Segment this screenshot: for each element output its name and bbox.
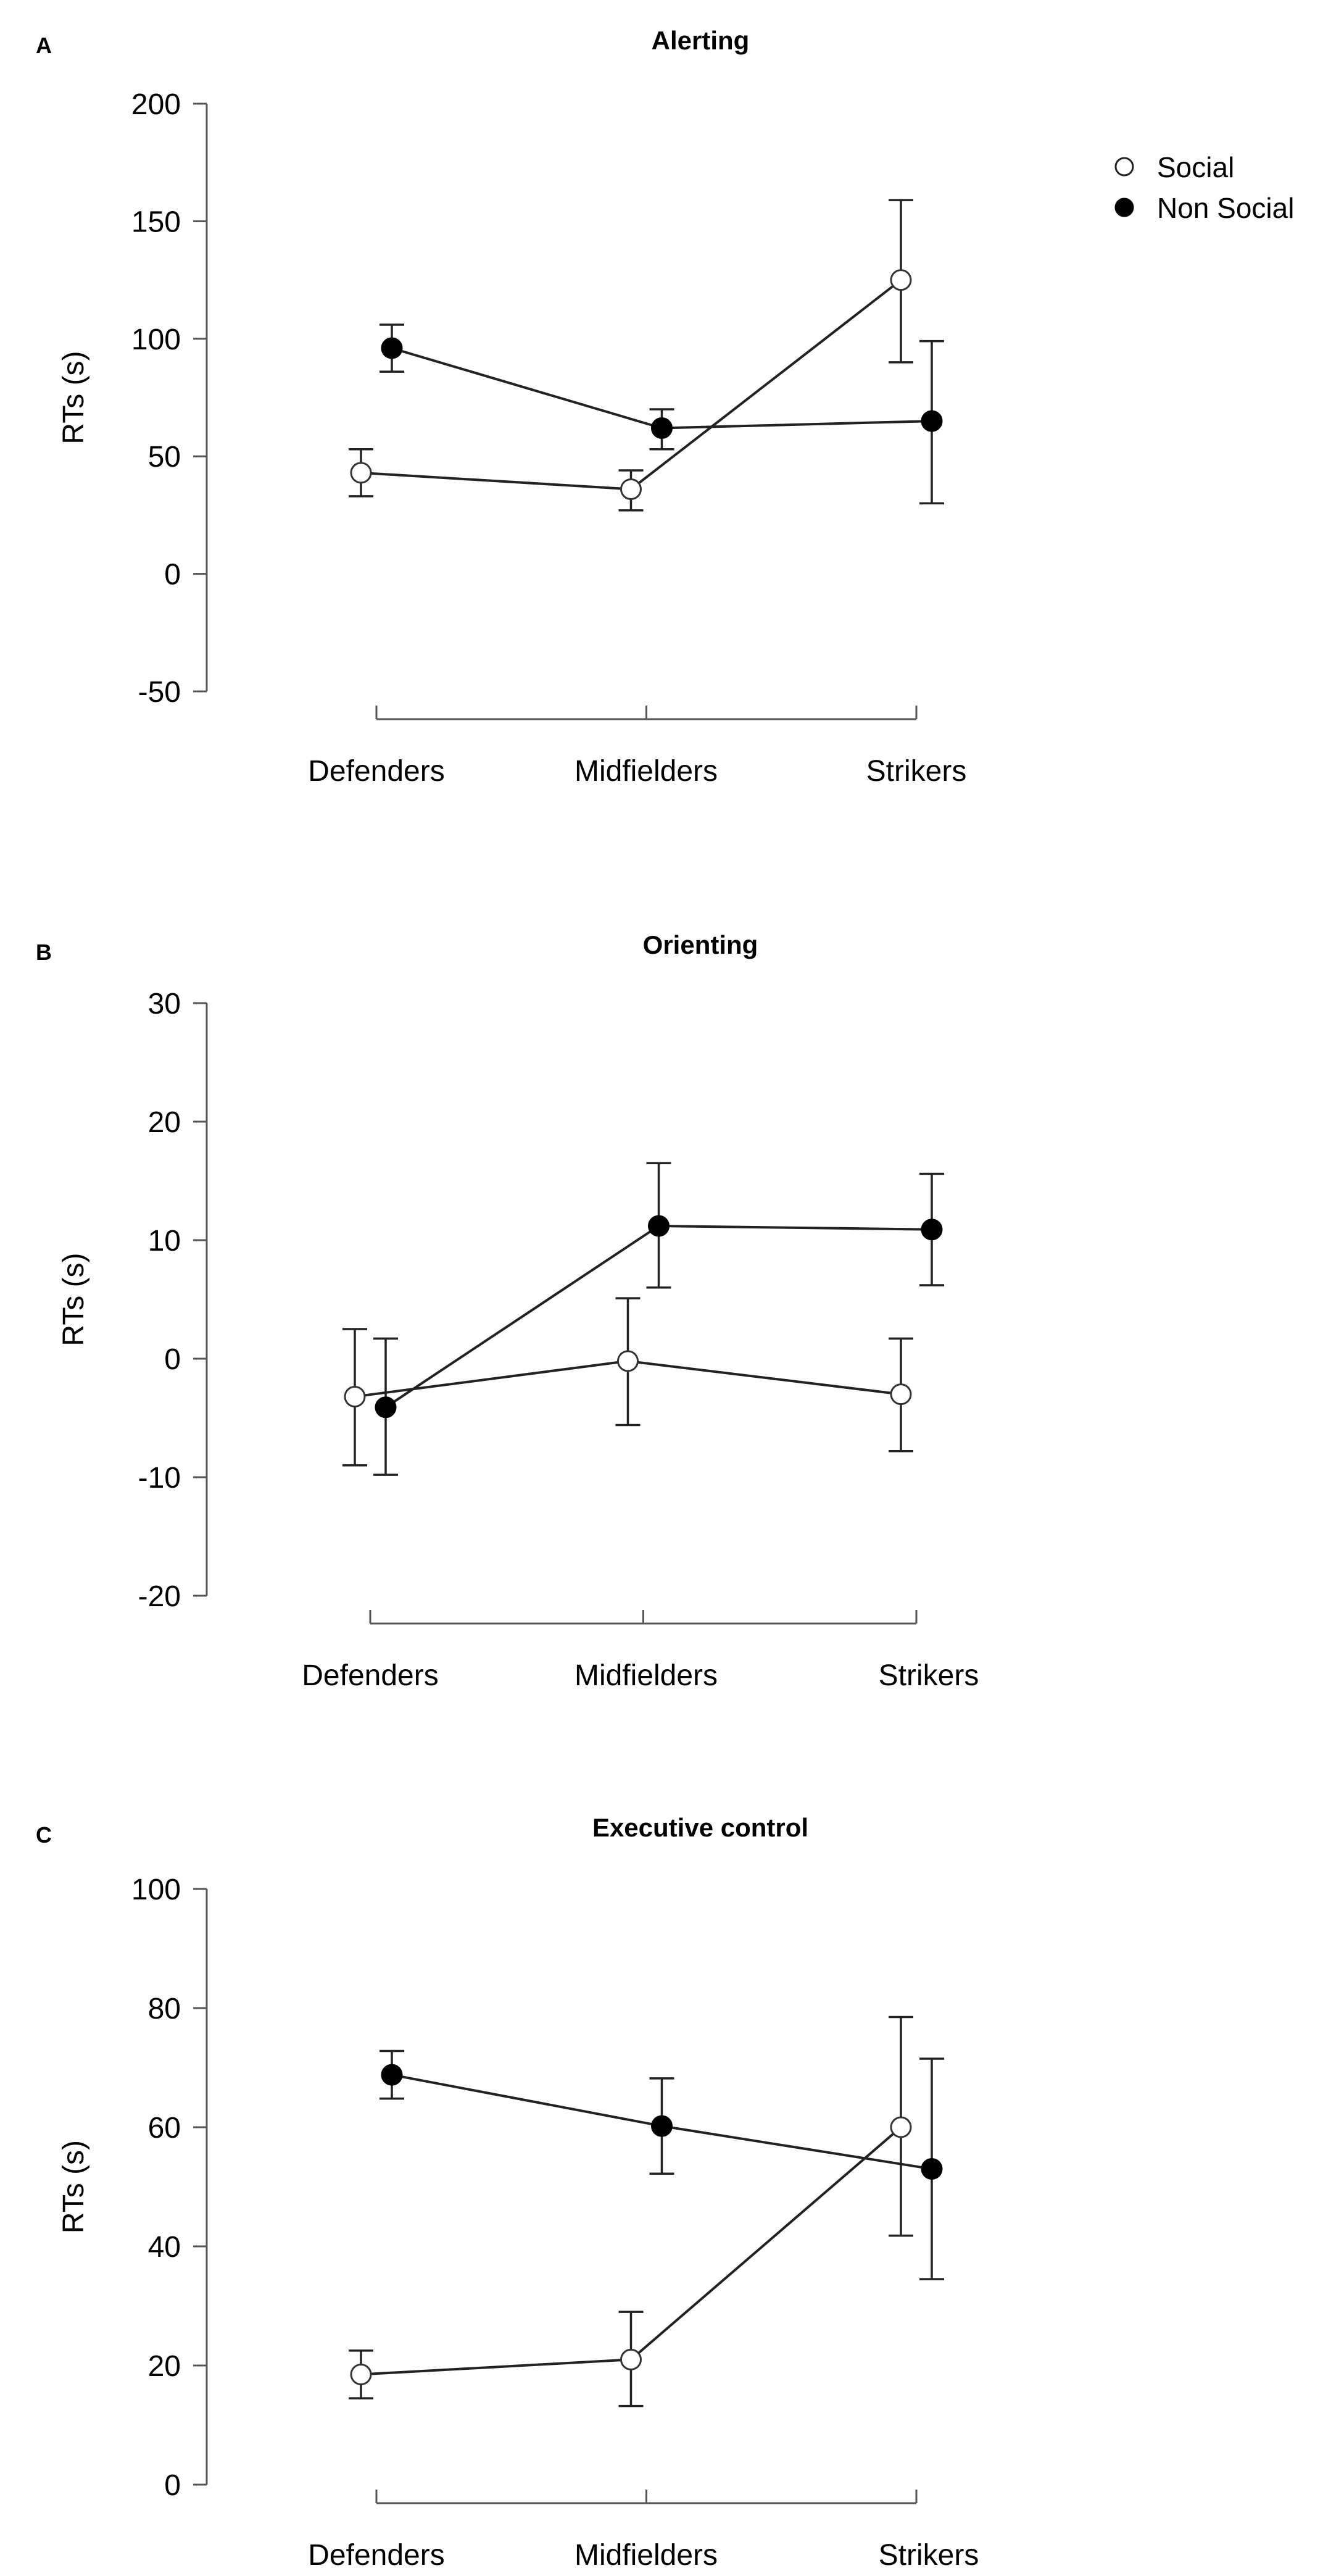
y-tick-label: 80 — [148, 1993, 181, 2025]
data-point — [921, 1219, 943, 1241]
panel-letter: A — [36, 33, 52, 58]
panel-c: C Executive control 0 20 40 60 80 100 RTs (s) Def… — [36, 1813, 979, 2572]
x-tick-label: Midfielders — [574, 2539, 718, 2572]
legend-social-marker — [1114, 157, 1134, 177]
legend: Social Non Social — [1114, 151, 1294, 224]
y-tick-label: 0 — [164, 559, 181, 591]
series-non-social — [379, 323, 944, 505]
data-point — [617, 1350, 639, 1372]
y-tick-label: 150 — [131, 206, 181, 238]
y-axis-label: RTs (s) — [57, 2140, 90, 2233]
y-tick-label: 0 — [164, 1343, 181, 1376]
x-tick-label: Strikers — [866, 755, 967, 788]
data-point — [381, 337, 403, 359]
x-tick-label: Strikers — [879, 2539, 979, 2572]
data-point — [350, 2363, 372, 2385]
series-non-social — [373, 1162, 944, 1476]
x-tick-label: Midfielders — [574, 1659, 718, 1692]
series-social — [342, 1297, 913, 1467]
data-point — [344, 1385, 366, 1407]
y-tick-label: 40 — [148, 2231, 181, 2264]
y-tick-label: 50 — [148, 441, 181, 473]
data-point — [375, 1396, 397, 1419]
data-point — [890, 269, 912, 291]
y-tick-label: -10 — [138, 1462, 181, 1494]
y-tick-label: 200 — [131, 88, 181, 121]
y-tick-label: 10 — [148, 1225, 181, 1257]
data-point — [620, 478, 642, 501]
x-tick-label: Defenders — [308, 2539, 444, 2572]
panel-title: Alerting — [652, 26, 750, 55]
series-non-social — [379, 2049, 944, 2280]
series-social — [349, 2015, 913, 2407]
panel-letter: C — [36, 1822, 52, 1848]
data-point — [651, 2115, 673, 2137]
panel-title: Executive control — [592, 1813, 808, 1842]
y-tick-label: -50 — [138, 676, 181, 709]
data-point — [648, 1215, 670, 1237]
y-axis-label: RTs (s) — [57, 351, 90, 444]
y-tick-label: 100 — [131, 323, 181, 356]
data-point — [620, 2348, 642, 2370]
series-social — [349, 199, 913, 512]
y-tick-label: 60 — [148, 2112, 181, 2145]
y-tick-label: 0 — [164, 2469, 181, 2502]
data-point — [890, 2116, 912, 2138]
data-point — [350, 462, 372, 484]
series-line — [360, 279, 902, 491]
y-tick-label: 20 — [148, 2350, 181, 2383]
legend-nonsocial-marker — [1114, 198, 1134, 217]
x-tick-label: Defenders — [302, 1659, 438, 1692]
panel-letter: B — [36, 940, 52, 965]
x-tick-label: Defenders — [308, 755, 444, 788]
x-tick-label: Midfielders — [574, 755, 718, 788]
data-point — [381, 2064, 403, 2086]
y-axis-label: RTs (s) — [57, 1253, 90, 1346]
panel-title: Orienting — [643, 930, 758, 959]
y-tick-label: 20 — [148, 1106, 181, 1139]
legend-social-label: Social — [1157, 151, 1234, 183]
panel-b: B Orienting -20 -10 0 10 20 30 RTs (s) Defenders M… — [36, 930, 979, 1692]
y-tick-label: 30 — [148, 988, 181, 1020]
data-point — [921, 410, 943, 432]
data-point — [890, 1383, 912, 1406]
legend-nonsocial-label: Non Social — [1157, 192, 1294, 224]
data-point — [921, 2158, 943, 2180]
y-tick-label: -20 — [138, 1580, 181, 1613]
x-tick-label: Strikers — [879, 1659, 979, 1692]
y-tick-label: 100 — [131, 1874, 181, 1906]
data-point — [651, 417, 673, 440]
panel-a: A Alerting -50 0 50 100 150 200 RTs (s) Defenders… — [36, 26, 966, 788]
